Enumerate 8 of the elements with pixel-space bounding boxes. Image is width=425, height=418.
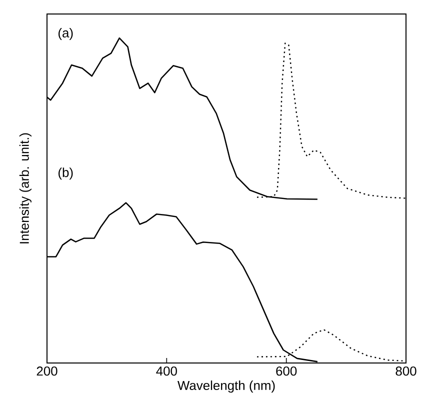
x-tick-label: 400 <box>156 366 177 376</box>
y-axis-title: Intensity (arb. unit.) <box>19 133 32 244</box>
x-tick-label: 200 <box>36 366 58 376</box>
x-tick-label: 800 <box>396 366 416 376</box>
annotation: (b) <box>58 168 73 180</box>
x-axis-title: Wavelength (nm) <box>178 380 275 393</box>
x-tick-label: 600 <box>276 366 297 376</box>
annotation: (a) <box>58 28 73 40</box>
